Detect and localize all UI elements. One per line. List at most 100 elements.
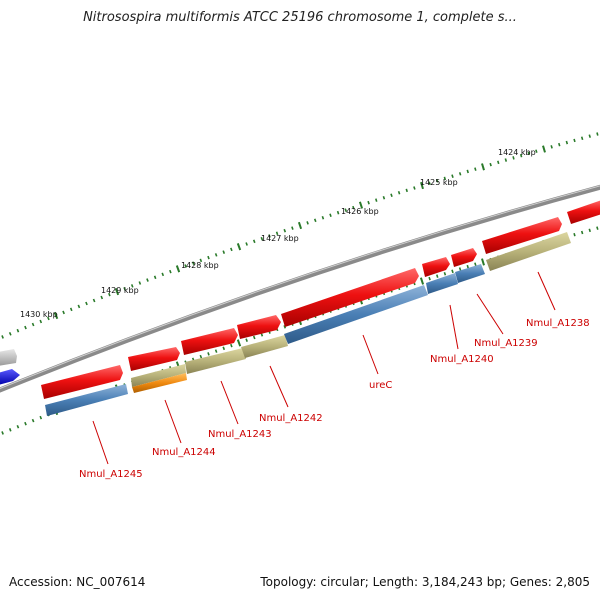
feature-bar-nmul-a1243[interactable] (185, 348, 246, 374)
ruler-label-1428: 1428 kbp (181, 261, 219, 270)
outer-ruler (1, 132, 599, 339)
inner-ruler-tick (458, 267, 462, 271)
inner-ruler-tick (8, 428, 12, 432)
inner-ruler-tick (451, 269, 454, 274)
outer-ruler-tick (596, 132, 599, 136)
cds-arrow-partial-right[interactable] (567, 200, 600, 224)
outer-ruler-tick (535, 149, 538, 153)
cds-track (41, 200, 600, 399)
outer-ruler-tick (352, 205, 355, 210)
feature-bar-nmul-a1245[interactable] (45, 384, 128, 416)
cds-arrow-nmul-a1244[interactable] (128, 347, 180, 371)
outer-ruler-tick (306, 221, 309, 225)
outer-ruler-tick (436, 179, 439, 183)
inner-ruler-tick (260, 333, 264, 337)
outer-ruler-tick (175, 265, 181, 273)
outer-ruler-tick (497, 160, 500, 165)
feature-bar-urec[interactable] (284, 285, 428, 344)
outer-ruler-tick (245, 242, 248, 246)
outer-ruler-tick (390, 193, 393, 198)
inner-ruler-tick (245, 338, 248, 342)
inner-ruler-tick (573, 232, 576, 237)
inner-ruler-tick (39, 415, 43, 420)
outer-ruler-tick (367, 200, 370, 205)
inner-ruler-tick (252, 335, 256, 340)
outer-ruler-tick (297, 221, 303, 230)
feature-bar-nmul-a1239[interactable] (455, 264, 485, 283)
outer-ruler-tick (451, 174, 454, 178)
outer-ruler-tick (275, 231, 279, 236)
gene-label-nmul-a1238[interactable]: Nmul_A1238 (526, 318, 590, 329)
cds-arrow-nmul-a1242[interactable] (237, 315, 281, 339)
outer-ruler-tick (336, 210, 340, 215)
outer-ruler-tick (252, 239, 256, 244)
gene-label-nmul-a1244[interactable]: Nmul_A1244 (152, 447, 216, 458)
ruler-label-1426: 1426 kbp (341, 207, 379, 216)
inner-ruler-tick (588, 228, 591, 233)
outer-ruler-tick (123, 287, 126, 291)
gene-label-nmul-a1239[interactable]: Nmul_A1239 (474, 338, 538, 349)
ruler-labels: 1424 kbp 1425 kbp 1426 kbp 1427 kbp 1428… (20, 148, 536, 319)
outer-ruler-tick (1, 335, 4, 339)
inner-ruler-tick (466, 264, 469, 269)
partial-blue-feature (0, 369, 20, 385)
outer-ruler-tick (31, 322, 35, 327)
outer-ruler-tick (375, 198, 378, 202)
genome-backbone (0, 184, 600, 393)
inner-ruler-tick (199, 354, 203, 359)
inner-ruler-tick (236, 339, 242, 347)
outer-ruler-tick (519, 153, 523, 158)
inner-ruler-tick (580, 230, 584, 235)
outer-ruler-tick (130, 284, 134, 288)
feature-bar-nmul-a1244[interactable] (131, 364, 186, 387)
gene-label-nmul-a1242[interactable]: Nmul_A1242 (259, 413, 323, 424)
outer-ruler-tick (260, 236, 264, 241)
outer-ruler-tick (489, 162, 492, 167)
inner-ruler-tick (230, 343, 233, 348)
ruler-label-1430: 1430 kbp (20, 310, 58, 319)
gene-label-urec[interactable]: ureC (369, 380, 392, 391)
cds-arrow-nmul-a1245[interactable] (41, 365, 123, 399)
outer-ruler-tick (138, 281, 142, 285)
cds-arrow-nmul-a1240[interactable] (422, 257, 450, 277)
inner-ruler-tick (31, 418, 35, 423)
inner-ruler-tick (474, 262, 477, 267)
outer-ruler-tick (321, 215, 325, 220)
leader-urec (362, 334, 379, 375)
outer-ruler-tick (413, 186, 416, 190)
outer-ruler-tick (62, 310, 65, 315)
inner-ruler-tick (24, 421, 27, 426)
cds-arrow-urec[interactable] (281, 268, 419, 327)
feature-bar-nmul-a1244-orange[interactable] (132, 373, 187, 393)
ruler-label-1424: 1424 kbp (498, 148, 536, 157)
outer-ruler-tick (512, 156, 515, 160)
cds-arrow-nmul-a1243[interactable] (181, 328, 238, 355)
outer-ruler-tick (558, 142, 561, 147)
ruler-label-1425: 1425 kbp (420, 178, 458, 187)
feature-bar-nmul-a1240[interactable] (426, 273, 458, 294)
ruler-label-1429: 1429 kbp (101, 286, 139, 295)
outer-ruler-tick (420, 181, 424, 190)
inner-ruler-tick (419, 277, 425, 285)
leader-nmul-a1238 (537, 271, 556, 311)
gene-label-nmul-a1245[interactable]: Nmul_A1245 (79, 469, 143, 480)
outer-ruler-tick (405, 188, 408, 193)
page-title: Nitrosospira multiformis ATCC 25196 chro… (83, 10, 517, 25)
inner-ruler-tick (428, 276, 431, 281)
feature-bar-nmul-a1238[interactable] (486, 232, 571, 271)
outer-ruler-tick (527, 151, 530, 156)
outer-ruler-tick (588, 134, 591, 138)
outer-ruler-tick (550, 145, 553, 149)
cds-arrow-nmul-a1238[interactable] (482, 217, 562, 254)
outer-ruler-tick (428, 181, 431, 185)
outer-ruler-tick (458, 172, 462, 176)
cds-arrow-nmul-a1239[interactable] (451, 248, 477, 267)
gene-label-nmul-a1243[interactable]: Nmul_A1243 (208, 429, 272, 440)
outer-ruler-tick (16, 328, 20, 333)
outer-ruler-tick (184, 264, 187, 268)
outer-ruler-tick (24, 325, 27, 330)
feature-bar-nmul-a1242[interactable] (241, 335, 288, 358)
outer-ruler-tick (291, 226, 294, 230)
outer-ruler-tick (236, 243, 242, 251)
gene-label-nmul-a1240[interactable]: Nmul_A1240 (430, 354, 494, 365)
